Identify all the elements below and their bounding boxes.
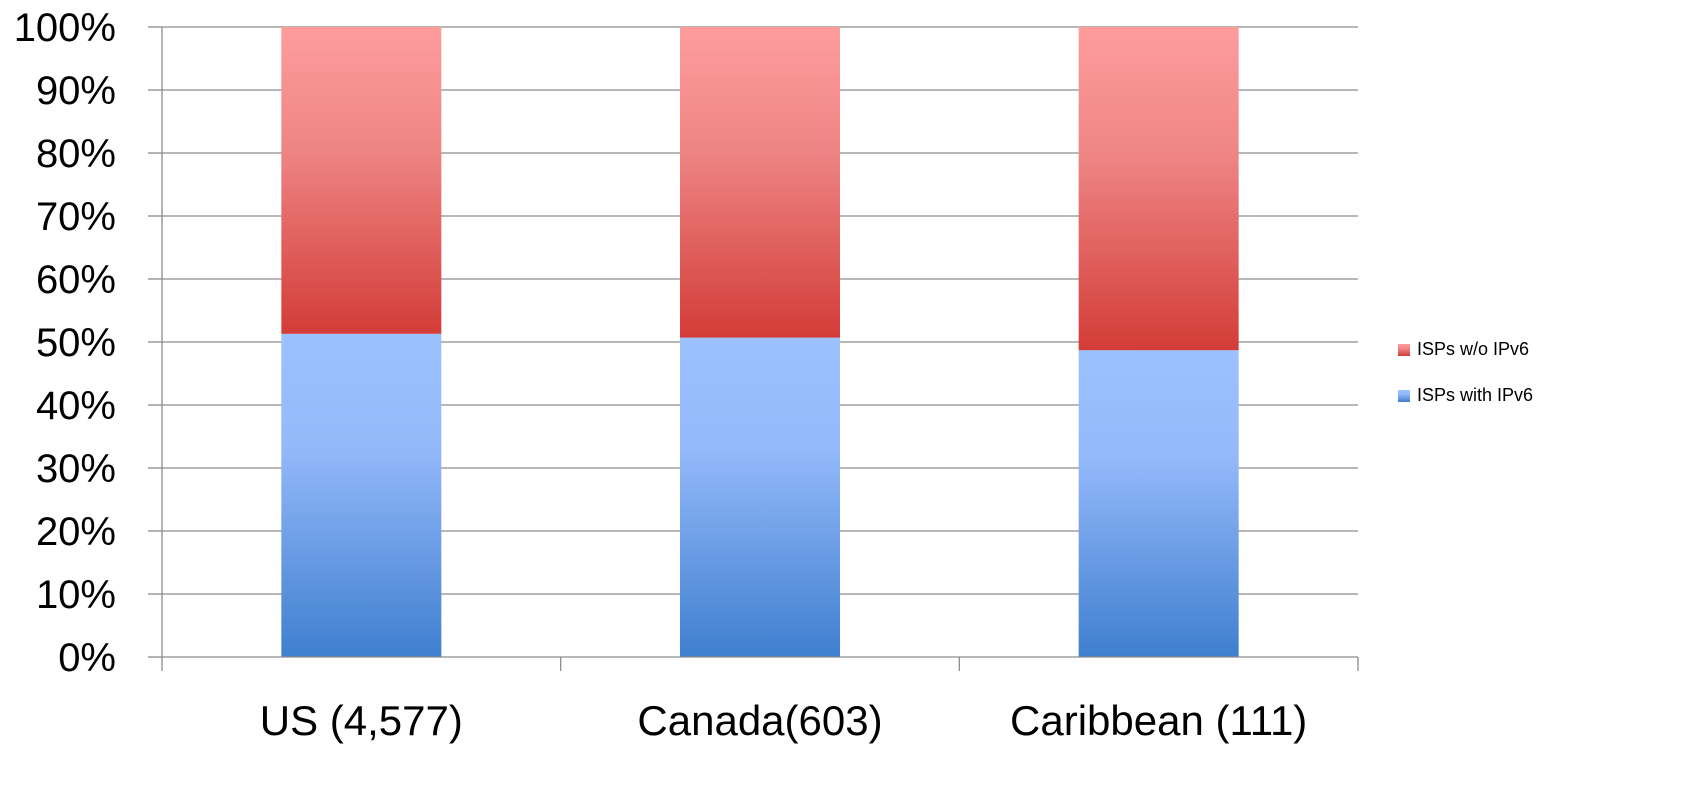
y-tick-label: 50% (36, 321, 116, 365)
legend: ISPs w/o IPv6 ISPs with IPv6 (1398, 339, 1533, 405)
bar-segment (281, 333, 442, 657)
y-tick-label: 0% (58, 636, 116, 680)
y-tick-label: 10% (36, 573, 116, 617)
axes (161, 27, 1359, 671)
category-label: Caribbean (111) (1010, 697, 1307, 744)
category-label: US (4,577) (260, 697, 463, 744)
bars (281, 27, 1239, 657)
bar-segment (680, 27, 840, 338)
bar-segment (281, 27, 442, 334)
y-tick-label: 30% (36, 447, 116, 491)
legend-label: ISPs with IPv6 (1417, 385, 1533, 405)
y-tick-label: 100% (14, 6, 116, 50)
y-tick-label: 60% (36, 258, 116, 302)
bar-segment (1078, 350, 1239, 657)
y-tick-label: 90% (36, 69, 116, 113)
category-label: Canada(603) (637, 697, 882, 744)
y-tick-label: 40% (36, 384, 116, 428)
y-tick-labels: 0% 10% 20% 30% 40% 50% 60% 70% 80% 90% 100% (14, 6, 116, 680)
y-tick-label: 20% (36, 510, 116, 554)
legend-swatch (1398, 390, 1410, 402)
category-labels: US (4,577) Canada(603) Caribbean (111) (260, 697, 1308, 744)
bar-segment (1078, 27, 1239, 351)
y-tick-label: 80% (36, 132, 116, 176)
legend-swatch (1398, 344, 1410, 356)
legend-label: ISPs w/o IPv6 (1417, 339, 1529, 359)
y-tick-label: 70% (36, 195, 116, 239)
bar-segment (680, 337, 840, 657)
